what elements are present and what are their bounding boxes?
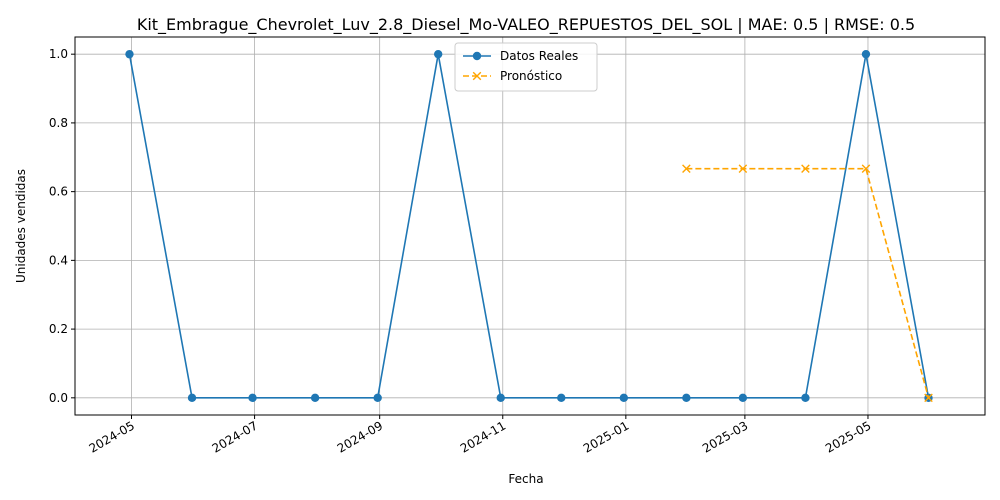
chart-title: Kit_Embrague_Chevrolet_Luv_2.8_Diesel_Mo… (137, 15, 915, 35)
data-point (682, 393, 691, 403)
y-tick-label: 0.8 (49, 116, 68, 130)
series-layer (125, 49, 933, 403)
data-point (310, 393, 320, 403)
data-point (738, 393, 748, 403)
data-point (682, 164, 691, 174)
data-point (248, 393, 257, 403)
data-point (496, 393, 505, 403)
data-point (125, 49, 134, 59)
data-point (801, 393, 810, 403)
series-2 (682, 164, 933, 403)
legend-box (454, 42, 598, 92)
plot-frame (74, 36, 986, 416)
data-point (433, 49, 443, 59)
data-point (924, 393, 933, 403)
y-tick-label: 1.0 (49, 47, 68, 61)
y-tick-label: 0.0 (49, 391, 68, 405)
series-line (128, 54, 930, 399)
legend-label: Pronóstico (500, 69, 562, 83)
legend-marker (472, 51, 482, 61)
y-tick-label: 0.6 (49, 185, 68, 199)
x-axis-label: Fecha (508, 472, 543, 486)
y-tick-label: 0.2 (49, 322, 68, 336)
grid (75, 37, 985, 415)
data-point (801, 164, 810, 174)
data-point (738, 164, 748, 174)
legend-label: Datos Reales (500, 49, 578, 63)
data-point (373, 393, 382, 403)
data-point (187, 393, 197, 403)
y-axis-label: Unidades vendidas (14, 169, 28, 283)
data-point (619, 393, 629, 403)
y-tick-label: 0.4 (49, 253, 68, 267)
data-point (861, 49, 871, 59)
data-point (557, 393, 566, 403)
legend: Datos Reales Pronóstico (454, 42, 598, 92)
data-point (861, 164, 871, 174)
legend-marker (472, 71, 482, 81)
